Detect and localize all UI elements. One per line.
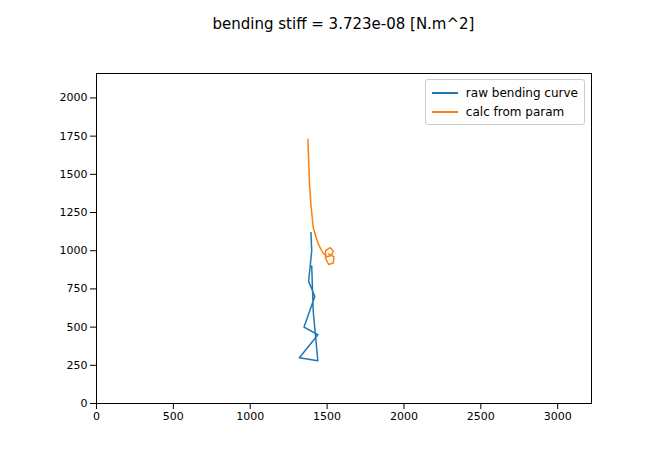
svg-text:1000: 1000 — [60, 244, 88, 257]
svg-text:1000: 1000 — [236, 410, 264, 423]
svg-text:0: 0 — [81, 397, 88, 410]
html-text:bending stiff = 3.723e-08 [N.m: bending stiff = 3.723e-08 [N.m^2] — [212, 15, 475, 33]
svg-text:1250: 1250 — [60, 206, 88, 219]
svg-text:3000: 3000 — [544, 410, 572, 423]
svg-text:500: 500 — [67, 321, 88, 334]
svg-text:1750: 1750 — [60, 130, 88, 143]
svg-text:500: 500 — [163, 410, 184, 423]
svg-text:2000: 2000 — [390, 410, 418, 423]
html-text:raw bending curve: raw bending curve — [465, 85, 578, 100]
html-text:calc from param: calc from param — [465, 104, 565, 119]
svg-text:1500: 1500 — [313, 410, 341, 423]
svg-text:2500: 2500 — [467, 410, 495, 423]
svg-text:0: 0 — [93, 410, 100, 423]
svg-text:250: 250 — [67, 359, 88, 372]
svg-text:2000: 2000 — [60, 91, 88, 104]
svg-text:1500: 1500 — [60, 168, 88, 181]
svg-text:750: 750 — [67, 282, 88, 295]
